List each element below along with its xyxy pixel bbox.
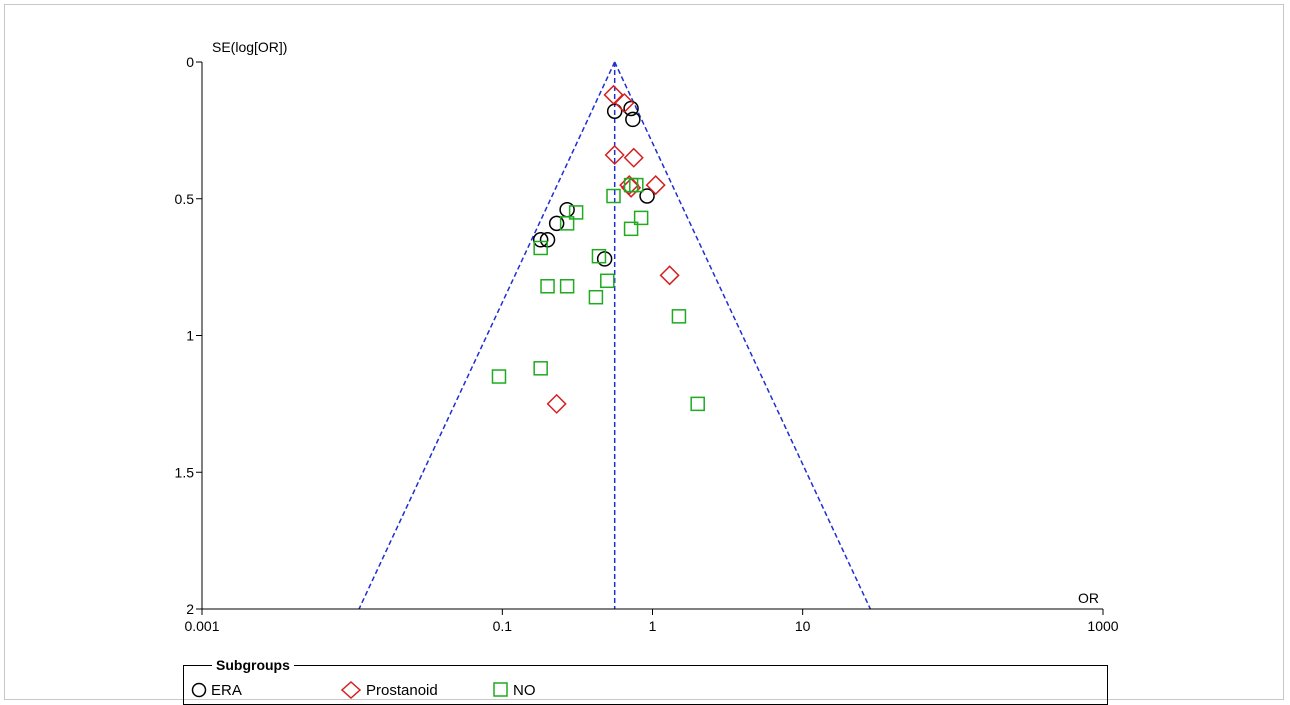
y-tick-label: 0 <box>186 54 194 70</box>
point-no <box>633 210 649 226</box>
point-no <box>491 369 507 384</box>
point-no <box>690 396 705 412</box>
point-prostanoid <box>614 92 635 114</box>
point-prostanoid <box>623 147 644 168</box>
legend-item-prostanoid: Prostanoid <box>339 680 438 700</box>
x-tick-label: 0.001 <box>184 618 219 634</box>
funnel-left-line <box>358 61 616 610</box>
funnel-lines <box>358 61 872 610</box>
x-tick-label: 10 <box>795 618 811 634</box>
x-tick-label: 0.1 <box>493 618 513 634</box>
legend-item-era: ERA <box>190 680 242 700</box>
y-tick-label: 2 <box>186 601 194 617</box>
point-no <box>568 205 584 220</box>
funnel-plot: 0 0.5 1 1.5 20.001 0.1 1 10 1000 SE(log[OR]) OR <box>175 39 1119 634</box>
legend-label-era: ERA <box>211 681 242 699</box>
axes: 0 0.5 1 1.5 20.001 0.1 1 10 1000 <box>175 54 1119 634</box>
point-no <box>540 279 555 294</box>
point-no <box>533 361 548 376</box>
point-no <box>629 177 644 193</box>
point-no <box>588 289 604 305</box>
square-icon <box>493 682 508 697</box>
legend: Subgroups ERA Prostanoid NO <box>183 657 1108 705</box>
point-no <box>606 188 621 204</box>
y-tick-label: 1.5 <box>175 464 195 480</box>
legend-label-no: NO <box>513 681 536 699</box>
circle-icon <box>191 682 207 698</box>
point-era <box>606 103 623 119</box>
chart-frame: 0 0.5 1 1.5 2 0.001 0.1 1 10 1000 SE(log[OR]) OR … <box>4 4 1284 705</box>
point-no <box>559 279 575 294</box>
point-era <box>625 111 641 128</box>
point-prostanoid <box>645 175 666 196</box>
point-no <box>623 221 639 237</box>
funnel-right-line <box>614 61 872 610</box>
point-prostanoid <box>546 393 567 414</box>
x-tick-label: 1000 <box>1087 618 1118 634</box>
point-era <box>596 251 613 267</box>
point-era <box>559 201 575 218</box>
y-axis-label: SE(log[OR]) <box>212 39 287 55</box>
y-tick-label: 1 <box>186 328 194 344</box>
point-era <box>548 215 565 232</box>
legend-label-prostanoid: Prostanoid <box>366 681 438 699</box>
data-points <box>491 84 705 414</box>
point-no <box>600 273 615 289</box>
point-era <box>532 232 549 248</box>
point-no <box>623 177 639 193</box>
legend-item-no: NO <box>492 680 536 700</box>
point-prostanoid <box>603 84 624 105</box>
point-era <box>639 188 655 204</box>
diamond-icon <box>340 680 362 700</box>
x-tick-label: 1 <box>649 618 657 634</box>
point-prostanoid <box>604 144 625 166</box>
x-axis-label: OR <box>1078 590 1099 606</box>
point-no <box>671 309 687 324</box>
legend-title: Subgroups <box>212 657 294 673</box>
y-tick-label: 0.5 <box>175 191 195 207</box>
point-no <box>559 216 575 231</box>
point-prostanoid <box>659 265 680 286</box>
point-no <box>591 248 607 264</box>
point-no <box>533 240 548 256</box>
